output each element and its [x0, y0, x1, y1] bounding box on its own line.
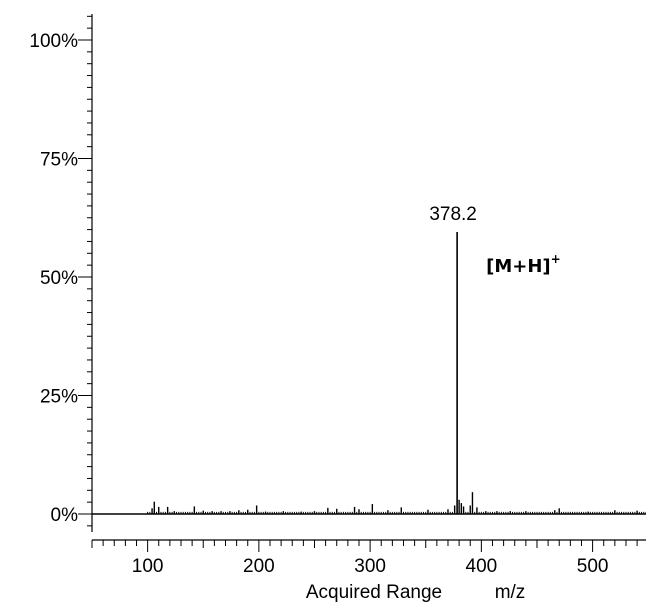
x-tick-label: 300: [354, 556, 386, 577]
x-axis: 100 200 300 400 500: [91, 539, 646, 577]
y-tick-label: 75%: [40, 150, 78, 171]
y-tick-label: 100%: [29, 31, 78, 52]
x-axis-unit: m/z: [495, 582, 526, 603]
x-tick-label: 200: [243, 556, 275, 577]
ion-annotation-superscript: +: [551, 252, 561, 266]
x-tick-label: 100: [132, 556, 164, 577]
y-tick-label: 25%: [40, 387, 78, 408]
x-tick-label: 400: [466, 556, 498, 577]
peak-label: 378.2: [429, 204, 477, 225]
x-axis-label: Acquired Range: [306, 582, 442, 603]
ion-annotation: [M+H]+: [486, 252, 561, 277]
ion-annotation-text: [M+H]: [486, 256, 551, 277]
x-tick-label: 500: [577, 556, 609, 577]
y-tick-label: 0%: [51, 505, 79, 526]
y-axis: 0% 25% 50% 75% 100%: [29, 14, 93, 532]
y-tick-label: 50%: [40, 268, 78, 289]
peak-labels: 378.2: [429, 204, 477, 225]
spectrum-bars: [147, 231, 646, 514]
